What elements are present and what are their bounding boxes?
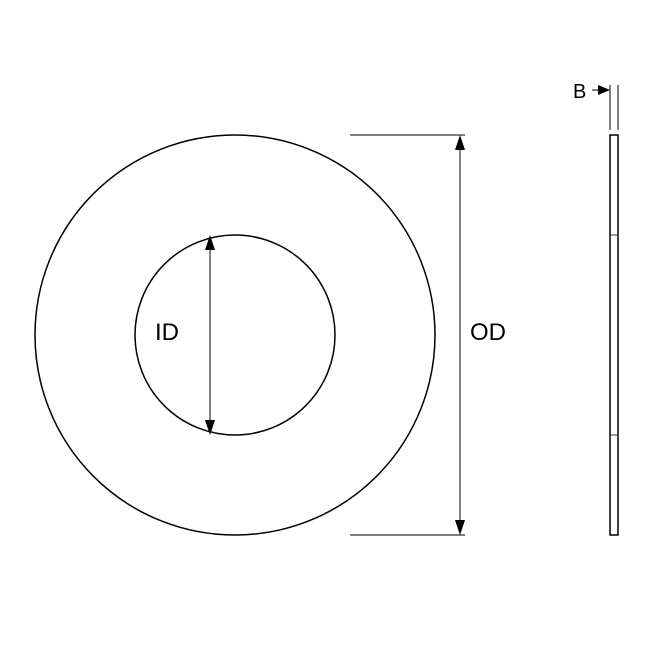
- outer-circle: [35, 135, 435, 535]
- od-arrow-up: [455, 135, 465, 150]
- id-label: ID: [155, 319, 179, 346]
- diagram-svg: OD ID B: [0, 0, 670, 670]
- side-view-rect: [610, 135, 618, 535]
- od-arrow-down: [455, 520, 465, 535]
- washer-diagram: OD ID B: [0, 0, 670, 670]
- od-label: OD: [470, 319, 506, 346]
- b-arrow-right: [598, 85, 610, 95]
- b-label: B: [573, 81, 586, 103]
